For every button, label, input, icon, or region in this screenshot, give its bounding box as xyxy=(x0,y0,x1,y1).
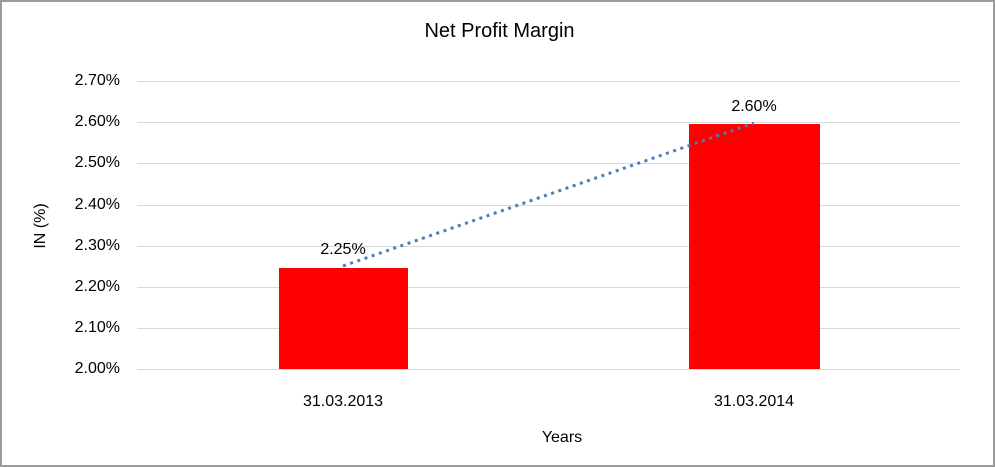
gridline xyxy=(137,246,960,247)
gridline xyxy=(137,205,960,206)
bar-value-label-2013: 2.25% xyxy=(320,241,366,258)
y-tick-label: 2.50% xyxy=(74,154,120,171)
gridline xyxy=(137,328,960,329)
y-tick-label: 2.70% xyxy=(74,72,120,89)
y-tick-label: 2.40% xyxy=(74,196,120,213)
gridline xyxy=(137,81,960,82)
y-tick-label: 2.60% xyxy=(74,113,120,130)
bar-value-label-2014: 2.60% xyxy=(731,98,777,115)
x-axis-line xyxy=(137,369,960,370)
x-axis-title: Years xyxy=(541,429,583,446)
chart-title: Net Profit Margin xyxy=(424,20,575,42)
x-tick-label-2014: 31.03.2014 xyxy=(713,393,795,410)
bar-2013 xyxy=(279,268,408,369)
y-tick-label: 2.20% xyxy=(74,278,120,295)
x-tick-label-2013: 31.03.2013 xyxy=(302,393,384,410)
y-tick-label: 2.10% xyxy=(74,319,120,336)
bar-2014 xyxy=(689,124,820,369)
gridline xyxy=(137,287,960,288)
y-tick-label: 2.00% xyxy=(74,360,120,377)
y-tick-label: 2.30% xyxy=(74,237,120,254)
gridline xyxy=(137,122,960,123)
gridline xyxy=(137,163,960,164)
